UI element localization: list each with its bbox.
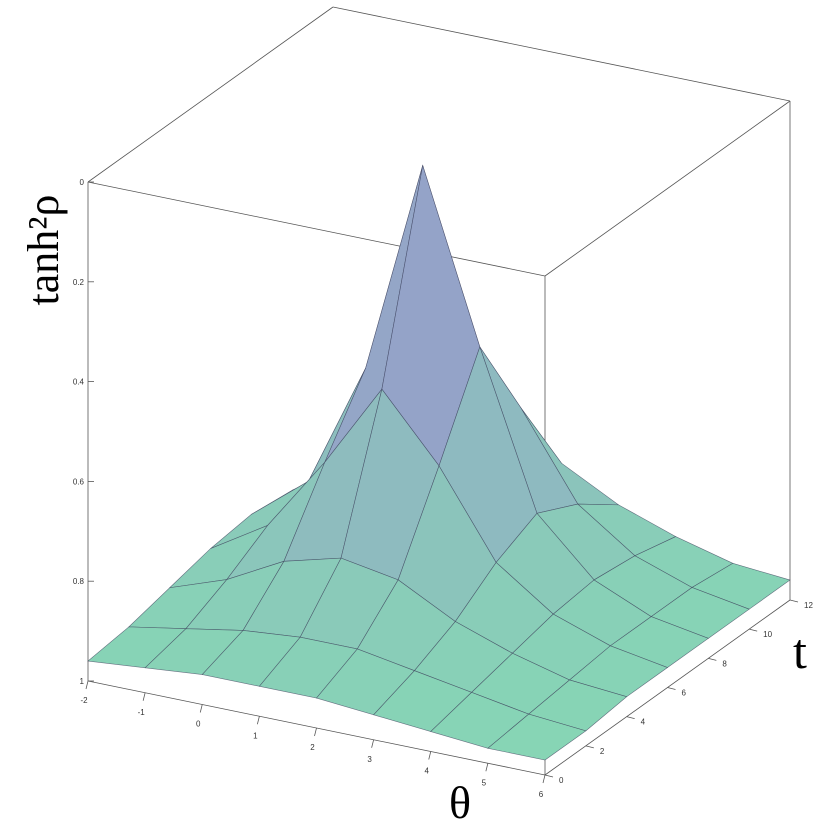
y-tick	[789, 599, 799, 603]
x-tick-label: -2	[80, 696, 88, 705]
y-tick	[544, 774, 554, 778]
y-tick	[749, 628, 758, 632]
x-tick-label: -1	[138, 708, 146, 717]
x-tick	[85, 680, 89, 690]
z-axis-label: tanh²ρ	[19, 195, 68, 306]
y-tick-label: 8	[722, 659, 727, 668]
x-tick-label: 6	[539, 790, 544, 799]
y-tick	[585, 745, 594, 749]
x-tick-label: 3	[367, 755, 372, 764]
x-tick	[256, 716, 260, 725]
z-tick-label: 0.2	[73, 278, 85, 287]
x-tick-label: 2	[310, 743, 315, 752]
surface-patch	[487, 713, 587, 761]
z-tick-label: 0.6	[73, 477, 85, 486]
x-tick	[142, 692, 146, 701]
x-tick	[199, 704, 203, 713]
y-tick	[708, 657, 717, 661]
y-tick-label: 12	[804, 601, 813, 610]
z-tick-label: 1	[80, 677, 85, 686]
x-tick	[428, 751, 432, 760]
x-tick	[314, 727, 317, 737]
box-edge	[332, 6, 791, 102]
x-tick-label: 0	[196, 720, 201, 729]
x-tick	[542, 774, 546, 784]
z-tick-label: 0.8	[73, 577, 85, 586]
x-tick-label: 5	[482, 778, 487, 787]
box-edge	[87, 6, 334, 183]
y-tick	[667, 687, 676, 690]
x-axis-label: θ	[449, 777, 471, 822]
y-tick-label: 2	[600, 747, 605, 756]
box-edge	[544, 100, 791, 277]
y-tick-label: 4	[641, 718, 646, 727]
y-tick-label: 0	[559, 776, 564, 785]
x-tick-label: 4	[425, 767, 430, 776]
x-tick	[485, 763, 489, 772]
y-tick	[626, 716, 635, 720]
y-axis-label: t	[793, 623, 807, 679]
box-edge	[87, 181, 546, 277]
x-tick-label: 1	[253, 731, 258, 740]
z-tick-label: 0	[80, 178, 85, 187]
x-tick	[371, 739, 375, 748]
y-tick-label: 6	[682, 689, 687, 698]
y-tick-label: 10	[763, 630, 772, 639]
z-tick-label: 0.4	[73, 378, 85, 387]
